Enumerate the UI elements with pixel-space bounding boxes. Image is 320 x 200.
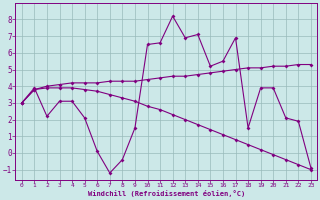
X-axis label: Windchill (Refroidissement éolien,°C): Windchill (Refroidissement éolien,°C) bbox=[88, 190, 245, 197]
